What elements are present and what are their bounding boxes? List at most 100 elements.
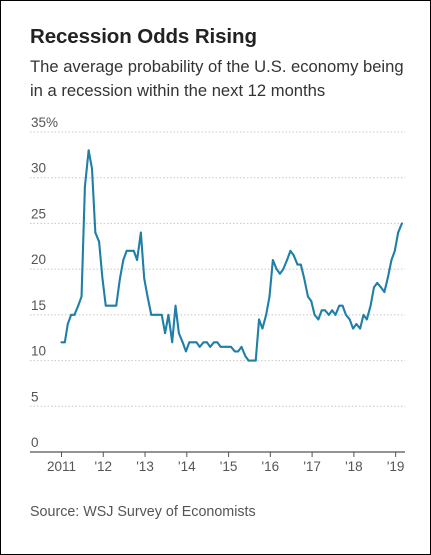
- x-tick-label: '14: [178, 459, 196, 474]
- data-point: [188, 341, 191, 344]
- data-point: [373, 286, 375, 289]
- data-point: [177, 332, 180, 335]
- data-point: [171, 341, 174, 344]
- data-point: [174, 304, 177, 307]
- data-point: [397, 231, 400, 234]
- x-tick-label: '18: [345, 459, 363, 474]
- data-point: [111, 304, 114, 307]
- data-point: [299, 263, 302, 266]
- chart-title: Recession Odds Rising: [30, 25, 257, 48]
- data-point: [202, 341, 205, 344]
- data-point: [292, 254, 295, 257]
- data-point: [77, 304, 80, 307]
- data-point: [150, 313, 153, 316]
- data-point: [313, 313, 316, 316]
- y-tick-label: 25: [31, 206, 46, 221]
- data-point: [60, 341, 63, 344]
- data-point: [258, 318, 260, 321]
- data-point: [334, 313, 337, 316]
- data-point: [132, 249, 135, 252]
- data-point: [226, 345, 229, 348]
- data-point: [359, 327, 362, 330]
- data-point: [91, 167, 93, 170]
- data-point: [345, 313, 347, 316]
- data-point: [219, 345, 222, 348]
- data-point: [230, 345, 232, 348]
- chart-subtitle: The average probability of the U.S. econ…: [30, 57, 404, 100]
- y-tick-label: 15: [31, 298, 46, 313]
- data-point: [348, 318, 351, 321]
- x-axis-tick-labels: 2011 '12 '13 '14 '15 '16 '17 '18 '19: [47, 459, 404, 474]
- y-tick-label: 30: [31, 161, 46, 176]
- data-point: [341, 304, 344, 307]
- data-point: [275, 268, 278, 271]
- data-point: [101, 277, 104, 280]
- data-point: [198, 345, 201, 348]
- data-point: [310, 300, 313, 303]
- data-point: [352, 327, 354, 330]
- data-point: [216, 341, 219, 344]
- data-point: [136, 259, 139, 261]
- data-point: [331, 309, 334, 312]
- data-point: [195, 341, 198, 344]
- y-axis-tick-labels: 35% 30 25 20 15 10 5 0: [31, 115, 58, 450]
- y-tick-label: 10: [31, 344, 46, 359]
- data-point: [240, 345, 243, 348]
- data-point: [386, 277, 389, 280]
- series-layer: [60, 149, 403, 362]
- data-point: [376, 281, 379, 284]
- data-point: [181, 341, 184, 344]
- data-point: [244, 355, 247, 357]
- data-point: [233, 350, 236, 353]
- data-point: [125, 249, 128, 252]
- data-point: [261, 327, 264, 330]
- data-point: [338, 304, 341, 307]
- x-tick-label: 2011: [47, 459, 76, 474]
- data-point: [383, 291, 386, 293]
- x-tick-label: '16: [262, 459, 280, 474]
- data-point: [247, 359, 250, 362]
- data-point: [185, 350, 187, 353]
- data-point: [279, 272, 281, 275]
- data-point: [70, 313, 73, 316]
- x-tick-label: '13: [136, 459, 154, 474]
- data-point: [317, 318, 320, 321]
- data-point: [87, 149, 90, 152]
- data-point: [205, 341, 208, 344]
- data-point: [393, 249, 396, 252]
- y-tick-label: 20: [31, 252, 46, 267]
- data-point: [146, 295, 149, 298]
- data-point: [327, 313, 330, 316]
- data-point: [303, 277, 306, 280]
- x-tick-label: '19: [387, 459, 405, 474]
- data-point: [390, 259, 393, 261]
- data-point: [63, 341, 66, 344]
- data-point: [320, 309, 323, 312]
- data-point: [401, 222, 403, 225]
- data-point: [213, 341, 215, 344]
- x-tick-label: '17: [303, 459, 321, 474]
- data-point: [122, 259, 125, 261]
- x-tick-label: '15: [220, 459, 238, 474]
- data-point: [115, 304, 118, 307]
- data-point: [265, 313, 268, 316]
- data-point: [129, 249, 132, 252]
- data-point: [139, 231, 142, 234]
- data-point: [254, 359, 257, 362]
- data-point: [271, 259, 274, 261]
- data-point: [157, 313, 159, 316]
- data-point: [192, 341, 194, 344]
- data-point: [94, 231, 97, 234]
- data-point: [282, 268, 285, 271]
- data-point: [369, 304, 372, 307]
- y-tick-label: 35%: [31, 115, 58, 130]
- data-point: [73, 313, 76, 316]
- data-point: [355, 323, 358, 325]
- data-point: [108, 304, 111, 307]
- gridlines: [30, 131, 405, 407]
- data-point: [83, 185, 86, 188]
- data-point: [167, 313, 170, 316]
- y-tick-label: 0: [31, 435, 39, 450]
